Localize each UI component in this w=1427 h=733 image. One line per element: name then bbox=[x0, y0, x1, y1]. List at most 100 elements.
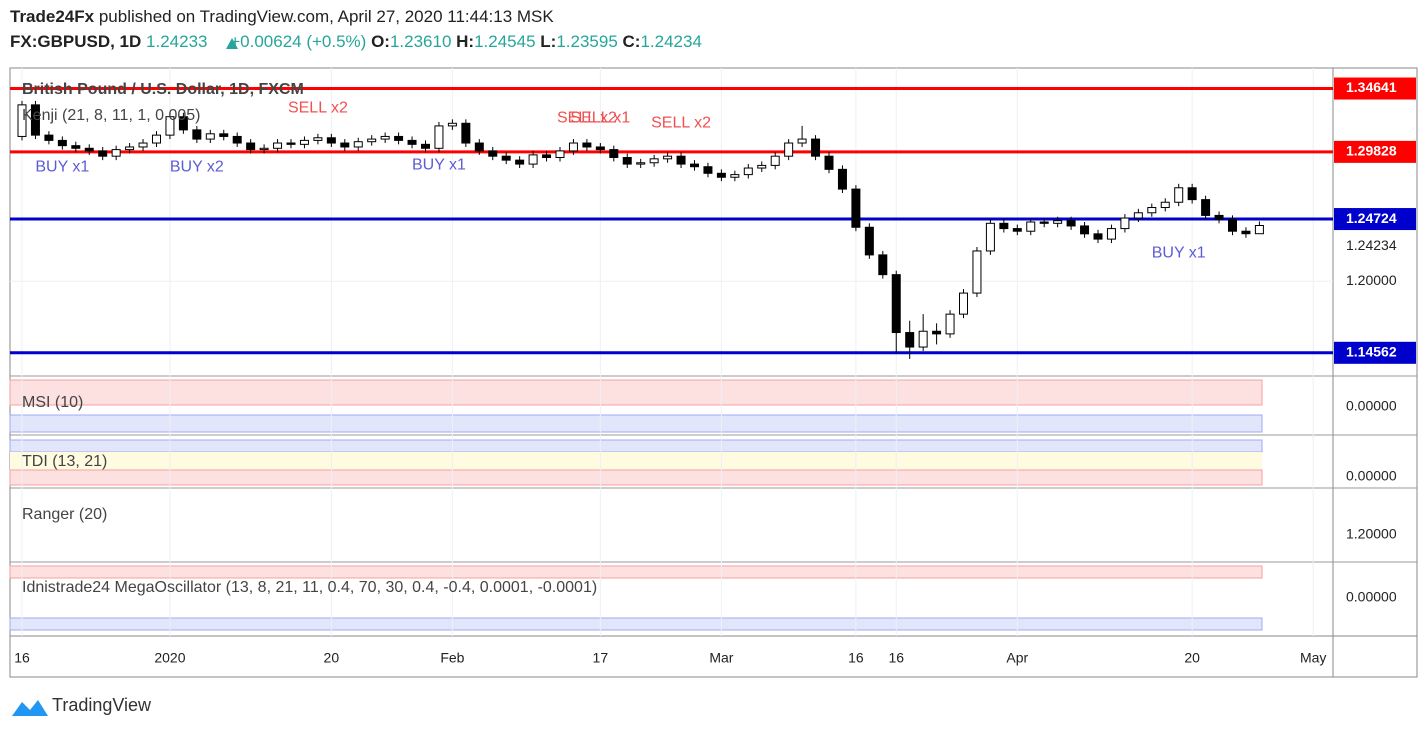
signal-label: SELL x1 bbox=[570, 110, 630, 127]
c-label: C: bbox=[623, 32, 641, 51]
candle-body bbox=[259, 147, 269, 151]
symbol: FX:GBPUSD, 1D bbox=[10, 32, 141, 51]
logo-icon bbox=[12, 700, 48, 716]
x-tick-label: May bbox=[1300, 650, 1326, 666]
symbol-line: FX:GBPUSD, 1D 1.24233 +0.00624 (+0.5%) O… bbox=[10, 32, 702, 51]
brand: TradingView bbox=[52, 695, 152, 715]
candle-body bbox=[30, 104, 40, 136]
tdi-band-mid bbox=[10, 452, 1262, 470]
pane-title: TDI (13, 21) bbox=[22, 453, 107, 470]
candle-body bbox=[488, 150, 498, 157]
candle-body bbox=[1012, 228, 1022, 232]
candle-body bbox=[501, 155, 511, 161]
published: published on TradingView.com, April 27, … bbox=[99, 7, 555, 26]
tdi-band-high bbox=[9, 439, 1263, 453]
up-triangle bbox=[226, 38, 238, 49]
candle-body bbox=[152, 134, 161, 144]
candle-body bbox=[985, 222, 995, 252]
candle-body bbox=[1214, 214, 1224, 220]
candle-body bbox=[1093, 233, 1103, 240]
x-tick-label: 20 bbox=[1184, 650, 1200, 666]
publisher: Trade24Fx bbox=[10, 7, 95, 26]
x-tick-label: Apr bbox=[1006, 650, 1028, 666]
candle-body bbox=[57, 139, 67, 147]
pane-separators bbox=[10, 375, 1417, 563]
pane-tick-label: 0.00000 bbox=[1346, 398, 1397, 414]
candle-body bbox=[474, 142, 484, 152]
candle-body bbox=[286, 142, 296, 145]
level-label-box bbox=[1334, 140, 1416, 163]
candle-body bbox=[851, 188, 861, 228]
x-tick-label: Mar bbox=[709, 650, 733, 666]
candle-body bbox=[622, 157, 632, 165]
candle-body bbox=[313, 137, 323, 141]
tradingview-logo bbox=[12, 700, 48, 716]
candle-body bbox=[663, 155, 673, 160]
x-tick-label: 16 bbox=[14, 650, 30, 666]
candle-body bbox=[837, 168, 847, 190]
candle-body bbox=[461, 122, 471, 144]
candle-body bbox=[165, 116, 175, 136]
candle-body bbox=[959, 292, 968, 315]
msi-band-high bbox=[9, 379, 1263, 406]
h-label: H: bbox=[456, 32, 474, 51]
o-label: O: bbox=[371, 32, 390, 51]
x-tick-label: 2020 bbox=[154, 650, 185, 666]
signal-label: BUY x1 bbox=[1152, 244, 1206, 261]
msi-band-low bbox=[9, 414, 1263, 433]
pane-tick-label: 1.20000 bbox=[1346, 526, 1397, 542]
level-label-box bbox=[1334, 208, 1416, 231]
candle-body bbox=[636, 162, 646, 165]
candle-body bbox=[71, 145, 81, 149]
candle-body bbox=[811, 138, 821, 157]
candle-body bbox=[98, 150, 108, 157]
pane-title: MSI (10) bbox=[22, 394, 83, 411]
chart-frame bbox=[9, 67, 1418, 678]
pane-title: Ranger (20) bbox=[22, 506, 107, 523]
candle-body bbox=[1228, 218, 1237, 232]
x-tick-label: 16 bbox=[888, 650, 904, 666]
candle-body bbox=[824, 155, 834, 170]
last: 1.24233 bbox=[146, 32, 207, 51]
candle-body bbox=[932, 330, 942, 335]
candle-body bbox=[1241, 230, 1251, 235]
o-value: 1.23610 bbox=[390, 32, 451, 51]
candle-body bbox=[649, 158, 659, 164]
signal-label: BUY x2 bbox=[170, 158, 224, 175]
change: +0.00624 (+0.5%) bbox=[230, 32, 366, 51]
signal-label: SELL x2 bbox=[651, 115, 711, 132]
candle-body bbox=[178, 116, 188, 131]
candle-body bbox=[528, 154, 538, 165]
candle-body bbox=[273, 142, 283, 149]
candle-body bbox=[219, 133, 229, 137]
candle-body bbox=[595, 146, 605, 151]
candle-body bbox=[1106, 228, 1116, 240]
candle-body bbox=[394, 135, 404, 141]
candle-body bbox=[716, 172, 726, 178]
signal-label: SELL x2 bbox=[288, 100, 348, 117]
l-value: 1.23595 bbox=[556, 32, 617, 51]
publish-line: Trade24Fx published on TradingView.com, … bbox=[10, 7, 554, 26]
x-tick-label: Feb bbox=[440, 650, 464, 666]
candle-body bbox=[380, 135, 390, 140]
candle-body bbox=[1254, 225, 1264, 235]
candle-body bbox=[1066, 220, 1076, 227]
candle-body bbox=[972, 250, 982, 294]
candle-body bbox=[192, 129, 202, 140]
candle-body bbox=[878, 254, 888, 276]
candle-body bbox=[555, 150, 565, 159]
candle-body bbox=[1039, 221, 1049, 224]
candle-body bbox=[945, 313, 955, 335]
mega-band-low bbox=[9, 617, 1263, 631]
level-label: 1.29828 bbox=[1346, 143, 1397, 159]
candle-body bbox=[568, 142, 578, 152]
candle-body bbox=[1187, 187, 1197, 201]
candle-body bbox=[205, 133, 215, 140]
indicator-label: Kenji (21, 8, 11, 1, 0.005) bbox=[22, 107, 200, 124]
candle-body bbox=[421, 143, 430, 149]
level-label-box bbox=[1334, 77, 1416, 100]
candle-body bbox=[1120, 217, 1130, 230]
candle-body bbox=[1080, 225, 1090, 235]
candle-body bbox=[434, 125, 444, 149]
candle-body bbox=[1201, 199, 1211, 216]
